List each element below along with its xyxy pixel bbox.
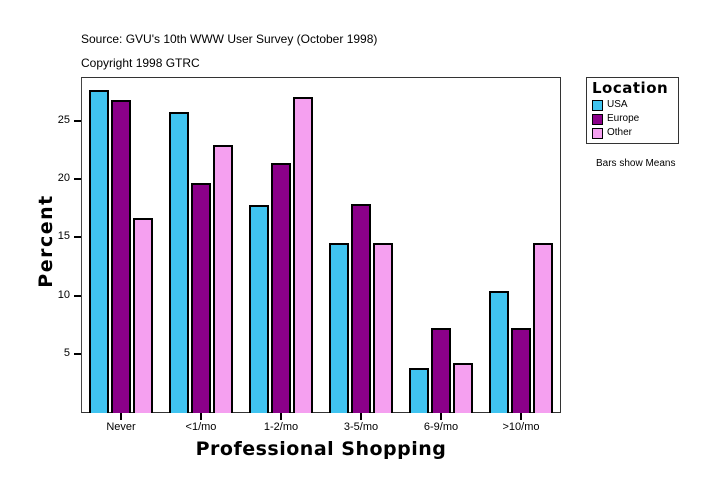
- y-tick-label: 15: [57, 230, 70, 243]
- x-tick: [520, 413, 522, 420]
- y-tick: [74, 294, 81, 297]
- x-tick-label: 3-5/mo: [343, 421, 379, 433]
- bar-usa: [489, 290, 509, 413]
- bars-show-means-note: Bars show Means: [596, 158, 676, 169]
- y-tick-label: 20: [57, 172, 70, 185]
- bar-usa: [169, 111, 189, 413]
- bar-usa: [89, 89, 109, 413]
- x-tick: [200, 413, 202, 420]
- bar-europe: [431, 328, 451, 413]
- legend-label: USA: [607, 99, 628, 110]
- y-tick-label: 25: [57, 114, 70, 126]
- y-tick: [74, 236, 81, 239]
- copyright-text: Copyright 1998 GTRC: [81, 56, 200, 70]
- x-tick: [440, 413, 442, 420]
- source-text: Source: GVU's 10th WWW User Survey (Octo…: [81, 32, 378, 46]
- x-tick-label: 6-9/mo: [423, 421, 459, 433]
- usa-swatch-icon: [592, 100, 603, 111]
- bar-other: [533, 243, 553, 413]
- y-tick: [74, 178, 81, 181]
- x-tick-label: <1/mo: [185, 421, 217, 433]
- bar-europe: [111, 100, 131, 413]
- x-tick: [120, 413, 122, 420]
- bar-usa: [409, 367, 429, 413]
- x-tick-label: 1-2/mo: [263, 421, 299, 433]
- y-tick: [74, 120, 81, 122]
- legend-label: Europe: [607, 113, 640, 124]
- y-tick: [74, 352, 81, 355]
- x-tick-label: Never: [106, 421, 136, 433]
- bar-europe: [511, 328, 531, 413]
- europe-swatch-icon: [592, 114, 603, 125]
- bar-other: [453, 363, 473, 413]
- bar-other: [373, 243, 393, 413]
- y-tick-label: 10: [57, 288, 70, 301]
- legend: Location USA Europe Other: [586, 77, 679, 144]
- bar-europe: [271, 162, 291, 413]
- bar-usa: [329, 243, 349, 413]
- legend-label: Other: [607, 127, 633, 138]
- x-tick: [280, 413, 282, 420]
- bar-other: [213, 145, 233, 413]
- bar-europe: [191, 182, 211, 413]
- x-tick: [360, 413, 362, 420]
- legend-title: Location: [592, 79, 669, 97]
- x-axis-title: Professional Shopping: [195, 438, 447, 460]
- other-swatch-icon: [592, 128, 603, 139]
- y-axis-title: Percent: [35, 194, 57, 288]
- bar-other: [133, 217, 153, 413]
- y-tick-label: 5: [63, 346, 70, 359]
- bar-other: [293, 96, 313, 413]
- bar-europe: [351, 203, 371, 413]
- bar-usa: [249, 204, 269, 413]
- plot-frame: [81, 77, 561, 413]
- x-tick-label: >10/mo: [502, 421, 540, 433]
